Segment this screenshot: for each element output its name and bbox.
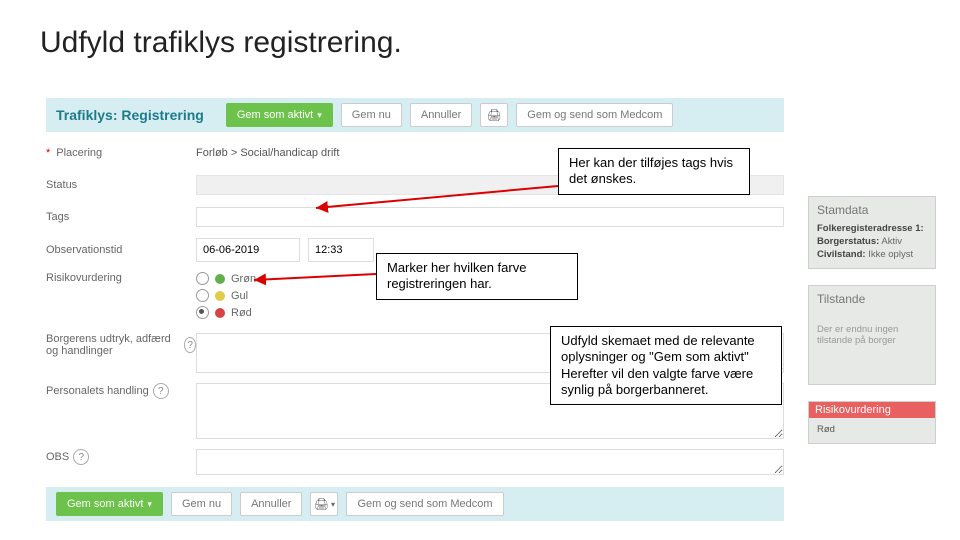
stamdata-panel: Stamdata Folkeregisteradresse 1: Borgers… [808, 196, 936, 269]
footer-print-button[interactable]: 🖨▾ [310, 492, 338, 516]
header-bar: Trafiklys: Registrering Gem som aktivt▾ … [46, 98, 784, 132]
callout-schema: Udfyld skemaet med de relevante oplysnin… [550, 326, 782, 405]
risk-option-yellow[interactable]: Gul [196, 289, 256, 302]
risiko-value: Rød [817, 424, 927, 435]
help-icon[interactable]: ? [73, 449, 89, 465]
risikovurdering-label: Risikovurdering [46, 272, 196, 284]
stamdata-title: Stamdata [817, 203, 927, 217]
tags-input[interactable] [196, 207, 784, 227]
placering-value: Forløb > Social/handicap drift [196, 147, 339, 159]
risk-option-red[interactable]: Rød [196, 306, 256, 319]
save-active-label: Gem som aktivt [237, 109, 313, 121]
cancel-button[interactable]: Annuller [410, 103, 472, 127]
save-send-medcom-button[interactable]: Gem og send som Medcom [516, 103, 673, 127]
printer-icon: 🖨 [314, 497, 329, 511]
save-active-label: Gem som aktivt [67, 498, 143, 510]
risiko-panel: Risikovurdering Rød [808, 401, 936, 444]
status-label: Status [46, 179, 196, 191]
panel-line: Borgerstatus: Aktiv [817, 236, 927, 247]
udtryk-label: Borgerens udtryk, adfærd og handlinger ? [46, 333, 196, 357]
panel-line: Civilstand: Ikke oplyst [817, 249, 927, 260]
required-marker: * [46, 147, 50, 159]
handling-label: Personalets handling ? [46, 383, 196, 399]
print-button[interactable]: 🖨 [480, 103, 508, 127]
right-sidebar: Stamdata Folkeregisteradresse 1: Borgers… [808, 196, 936, 460]
callout-risk: Marker her hvilken farve registreringen … [376, 253, 578, 300]
risk-option-label: Grøn [231, 273, 256, 285]
radio-icon [196, 272, 209, 285]
footer-save-send-medcom-button[interactable]: Gem og send som Medcom [346, 492, 503, 516]
obs-time-input[interactable] [308, 238, 374, 262]
obs-textarea[interactable] [196, 449, 784, 475]
risk-option-label: Rød [231, 307, 252, 319]
green-dot-icon [215, 274, 225, 284]
obs-label: OBS ? [46, 449, 196, 465]
observationstid-label: Observationstid [46, 244, 196, 256]
save-active-button[interactable]: Gem som aktivt ▾ [226, 103, 333, 127]
risk-options: Grøn Gul Rød [196, 272, 256, 319]
header-title: Trafiklys: Registrering [56, 107, 204, 123]
panel-line: Folkeregisteradresse 1: [817, 223, 927, 234]
tilstande-panel: Tilstande Der er endnu ingen tilstande p… [808, 285, 936, 385]
obs-date-input[interactable] [196, 238, 300, 262]
callout-tags: Her kan der tilføjes tags hvis det ønske… [558, 148, 750, 195]
red-dot-icon [215, 308, 225, 318]
help-icon[interactable]: ? [184, 337, 196, 353]
footer-bar: Gem som aktivt▾ Gem nu Annuller 🖨▾ Gem o… [46, 487, 784, 521]
footer-cancel-button[interactable]: Annuller [240, 492, 302, 516]
tilstande-empty: Der er endnu ingen tilstande på borger [817, 324, 927, 346]
placering-label: * Placering [46, 147, 196, 159]
printer-icon: 🖨 [487, 108, 502, 122]
radio-icon [196, 289, 209, 302]
risk-option-green[interactable]: Grøn [196, 272, 256, 285]
yellow-dot-icon [215, 291, 225, 301]
chevron-down-icon: ▾ [147, 499, 152, 510]
footer-save-active-button[interactable]: Gem som aktivt ▾ [56, 492, 163, 516]
save-now-button[interactable]: Gem nu [341, 103, 402, 127]
tags-label: Tags [46, 211, 196, 223]
tilstande-title: Tilstande [817, 292, 927, 306]
radio-icon [196, 306, 209, 319]
help-icon[interactable]: ? [153, 383, 169, 399]
slide-title: Udfyld trafiklys registrering. [40, 26, 402, 60]
risk-option-label: Gul [231, 290, 248, 302]
footer-save-now-button[interactable]: Gem nu [171, 492, 232, 516]
risiko-title-bar: Risikovurdering [809, 402, 935, 418]
chevron-down-icon: ▾ [331, 500, 335, 509]
chevron-down-icon: ▾ [317, 110, 322, 121]
